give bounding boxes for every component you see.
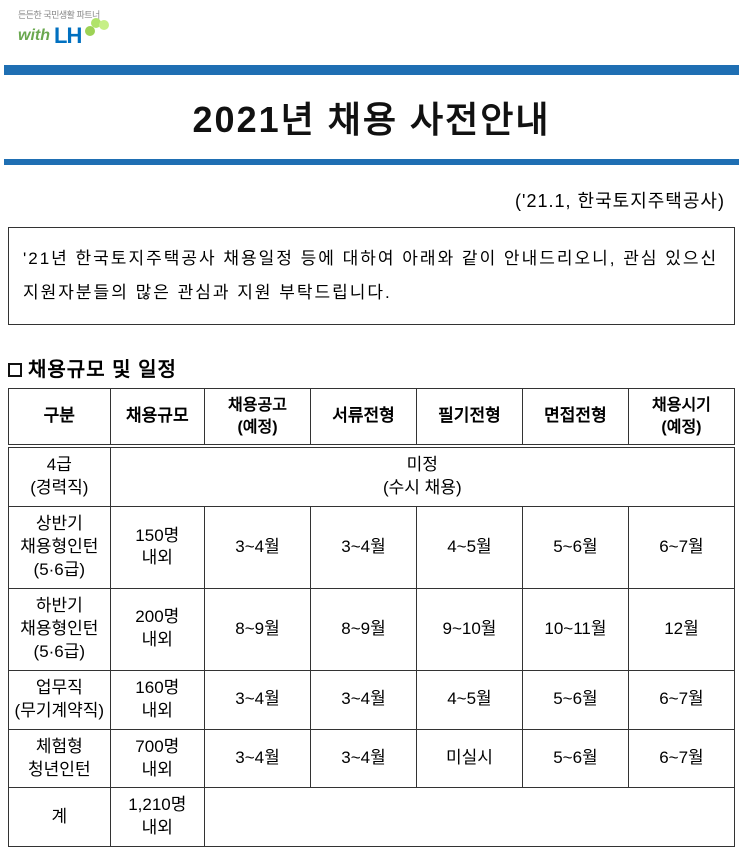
cell: 8~9월 <box>310 588 416 670</box>
cell: 8~9월 <box>205 588 311 670</box>
table-header: 서류전형 <box>310 389 416 447</box>
cell: 3~4월 <box>310 729 416 788</box>
table-header: 채용규모 <box>110 389 204 447</box>
table-header: 필기전형 <box>416 389 522 447</box>
row-label: 체험형청년인턴 <box>9 729 111 788</box>
cell: 4~5월 <box>416 670 522 729</box>
table-row: 상반기채용형인턴(5·6급)150명내외3~4월3~4월4~5월5~6월6~7월 <box>9 507 735 589</box>
table-header: 채용시기(예정) <box>628 389 734 447</box>
table-row: 하반기채용형인턴(5·6급)200명내외8~9월8~9월9~10월10~11월1… <box>9 588 735 670</box>
cell: 6~7월 <box>628 507 734 589</box>
cell: 12월 <box>628 588 734 670</box>
logo-row: with LH <box>18 23 725 49</box>
cell: 3~4월 <box>205 670 311 729</box>
table-row: 계1,210명내외 <box>9 788 735 847</box>
cell: 150명내외 <box>110 507 204 589</box>
cell: 4~5월 <box>416 507 522 589</box>
table-body: 4급(경력직)미정(수시 채용)상반기채용형인턴(5·6급)150명내외3~4월… <box>9 446 735 847</box>
page-title: 2021년 채용 사전안내 <box>4 91 739 143</box>
table-row: 업무직(무기계약직)160명내외3~4월3~4월4~5월5~6월6~7월 <box>9 670 735 729</box>
cell: 9~10월 <box>416 588 522 670</box>
table-header: 구분 <box>9 389 111 447</box>
row-label: 업무직(무기계약직) <box>9 670 111 729</box>
cell: 700명내외 <box>110 729 204 788</box>
square-bullet-icon <box>8 363 22 377</box>
cell: 200명내외 <box>110 588 204 670</box>
cell: 3~4월 <box>205 507 311 589</box>
date-line: ('21.1, 한국토지주택공사) <box>0 173 743 227</box>
cell: 6~7월 <box>628 670 734 729</box>
row-label: 4급(경력직) <box>9 446 111 506</box>
cell: 5~6월 <box>522 507 628 589</box>
cell: 3~4월 <box>310 507 416 589</box>
logo-with: with <box>18 27 50 45</box>
cell: 3~4월 <box>310 670 416 729</box>
section-heading-text: 채용규모 및 일정 <box>28 359 177 381</box>
cell: 160명내외 <box>110 670 204 729</box>
cell: 3~4월 <box>205 729 311 788</box>
row-label: 상반기채용형인턴(5·6급) <box>9 507 111 589</box>
cell: 6~7월 <box>628 729 734 788</box>
table-header: 면접전형 <box>522 389 628 447</box>
table-head: 구분채용규모채용공고(예정)서류전형필기전형면접전형채용시기(예정) <box>9 389 735 447</box>
title-block: 2021년 채용 사전안내 <box>4 65 739 165</box>
cell: 5~6월 <box>522 729 628 788</box>
merged-cell: 미정(수시 채용) <box>110 446 734 506</box>
table-row: 체험형청년인턴700명내외3~4월3~4월미실시5~6월6~7월 <box>9 729 735 788</box>
table-row: 4급(경력직)미정(수시 채용) <box>9 446 735 506</box>
row-label: 계 <box>9 788 111 847</box>
table-header: 채용공고(예정) <box>205 389 311 447</box>
intro-box: '21년 한국토지주택공사 채용일정 등에 대하여 아래와 같이 안내드리오니,… <box>8 227 735 325</box>
cell: 10~11월 <box>522 588 628 670</box>
cell: 5~6월 <box>522 670 628 729</box>
schedule-table: 구분채용규모채용공고(예정)서류전형필기전형면접전형채용시기(예정) 4급(경력… <box>8 388 735 847</box>
logo-lh: LH <box>54 23 81 49</box>
section-heading: 채용규모 및 일정 <box>8 353 735 382</box>
logo-area: 든든한 국민생활 파트너 with LH <box>0 0 743 53</box>
logo-dots-icon <box>85 18 109 42</box>
cell: 1,210명내외 <box>110 788 204 847</box>
cell: 미실시 <box>416 729 522 788</box>
logo-tagline: 든든한 국민생활 파트너 <box>18 8 725 21</box>
cell <box>205 788 735 847</box>
row-label: 하반기채용형인턴(5·6급) <box>9 588 111 670</box>
